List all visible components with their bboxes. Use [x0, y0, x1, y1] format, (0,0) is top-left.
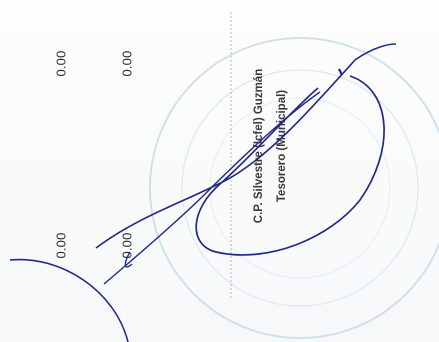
document-page: 0.00 0.00 0.00 0.00 C.P. Silvestre (Icfe… [0, 0, 439, 342]
signature [9, 43, 397, 342]
separator-line [230, 12, 232, 300]
